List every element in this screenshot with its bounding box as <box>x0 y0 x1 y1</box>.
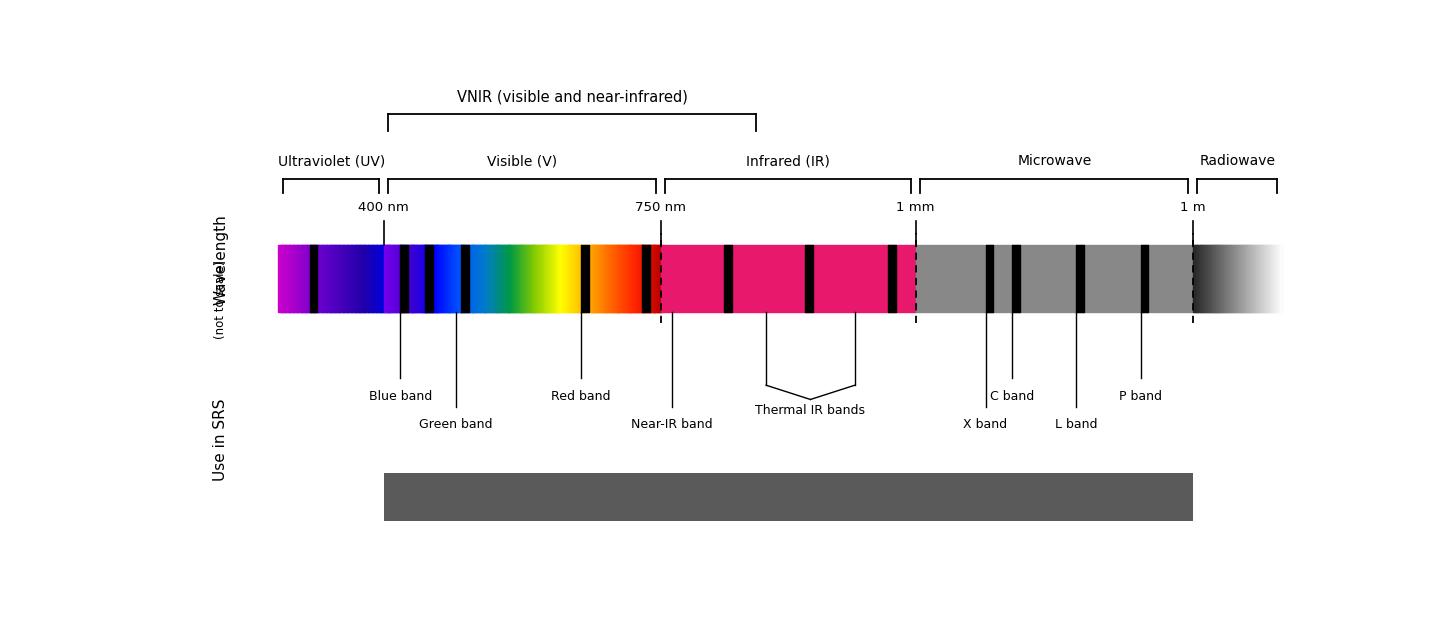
Text: L band: L band <box>1055 418 1098 431</box>
Text: Thermal IR bands: Thermal IR bands <box>755 404 865 417</box>
Text: Use in SRS: Use in SRS <box>213 399 229 481</box>
Text: VNIR (visible and near-infrared): VNIR (visible and near-infrared) <box>456 90 688 105</box>
Text: X band: X band <box>964 418 1008 431</box>
Text: Ultraviolet (UV): Ultraviolet (UV) <box>277 154 385 168</box>
Text: Near-IR band: Near-IR band <box>631 418 712 431</box>
Text: Visible (V): Visible (V) <box>488 154 558 168</box>
Bar <box>383 473 915 521</box>
Text: 1 mm: 1 mm <box>897 201 935 214</box>
Text: Blue band: Blue band <box>369 390 432 403</box>
Text: Radiowave: Radiowave <box>1200 154 1276 168</box>
Text: 400 nm: 400 nm <box>359 201 409 214</box>
Text: (not to scale): (not to scale) <box>214 260 227 339</box>
Text: Green band: Green band <box>419 418 492 431</box>
Bar <box>915 473 1193 521</box>
Text: Microwave: Microwave <box>1017 154 1091 168</box>
Text: 1 m: 1 m <box>1180 201 1205 214</box>
Text: Radar SRS: Radar SRS <box>1005 488 1103 506</box>
Text: 750 nm: 750 nm <box>635 201 686 214</box>
Text: P band: P band <box>1120 390 1163 403</box>
Text: Multispectral SRS: Multispectral SRS <box>566 488 732 506</box>
Text: Infrared (IR): Infrared (IR) <box>746 154 831 168</box>
Text: C band: C band <box>990 390 1034 403</box>
Text: Red band: Red band <box>552 390 611 403</box>
Text: Wavelength: Wavelength <box>213 214 229 305</box>
